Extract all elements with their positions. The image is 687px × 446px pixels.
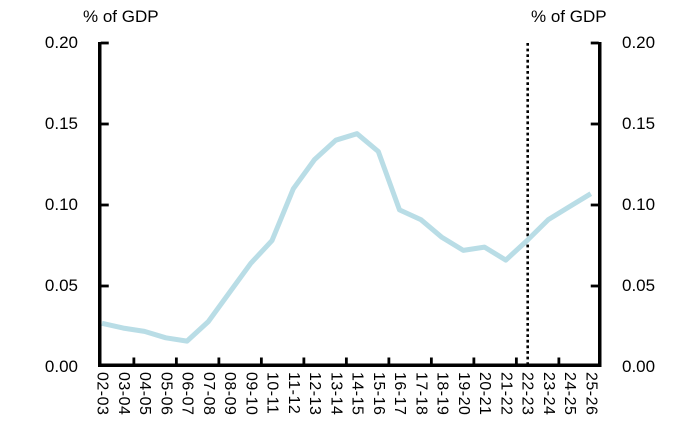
y-axis-label-left: 0.00 bbox=[44, 357, 78, 376]
x-axis-label: 19-20 bbox=[454, 372, 472, 416]
data-line bbox=[101, 131, 593, 344]
x-axis-label: 21-22 bbox=[497, 372, 515, 416]
x-axis-label: 16-17 bbox=[391, 372, 408, 416]
x-axis-label: 24-25 bbox=[561, 372, 578, 416]
y-axis-label-right: 0.05 bbox=[622, 276, 656, 295]
x-axis-label: 11-12 bbox=[284, 372, 302, 415]
x-axis-label: 08-09 bbox=[221, 372, 238, 416]
y-axis-label-left: 0.05 bbox=[44, 276, 78, 295]
x-axis-label: 04-05 bbox=[136, 372, 153, 416]
x-axis-label: 20-21 bbox=[476, 372, 493, 416]
x-axis-label: 03-04 bbox=[114, 372, 132, 416]
x-axis-label: 22-23 bbox=[518, 372, 536, 416]
y-axis-label-right: 0.20 bbox=[622, 33, 656, 52]
x-axis-label: 10-11 bbox=[263, 372, 281, 415]
x-axis-label: 18-19 bbox=[433, 372, 451, 416]
x-axis-label: 07-08 bbox=[199, 372, 217, 416]
y-axis-label-left: 0.10 bbox=[44, 195, 78, 214]
right-axis-title: % of GDP bbox=[531, 7, 607, 26]
y-axis-label-left: 0.20 bbox=[44, 33, 78, 52]
x-axis-label: 15-16 bbox=[369, 372, 387, 416]
x-axis-label: 23-24 bbox=[539, 372, 557, 416]
x-axis-label: 12-13 bbox=[306, 372, 323, 416]
y-axis-label-right: 0.15 bbox=[622, 114, 656, 133]
x-axis-label: 25-26 bbox=[582, 372, 600, 416]
y-axis-label-left: 0.15 bbox=[44, 114, 78, 133]
y-axis-label-right: 0.10 bbox=[622, 195, 656, 214]
x-axis-label: 05-06 bbox=[157, 372, 175, 416]
x-axis-label: 02-03 bbox=[93, 372, 111, 416]
x-axis-label: 17-18 bbox=[412, 372, 430, 416]
x-axis-label: 09-10 bbox=[242, 372, 260, 416]
x-axis-label: 13-14 bbox=[327, 372, 345, 416]
y-axis-label-right: 0.00 bbox=[622, 357, 656, 376]
x-axis-label: 14-15 bbox=[348, 372, 366, 416]
x-axis-label: 06-07 bbox=[178, 372, 196, 416]
left-axis-title: % of GDP bbox=[83, 7, 159, 26]
